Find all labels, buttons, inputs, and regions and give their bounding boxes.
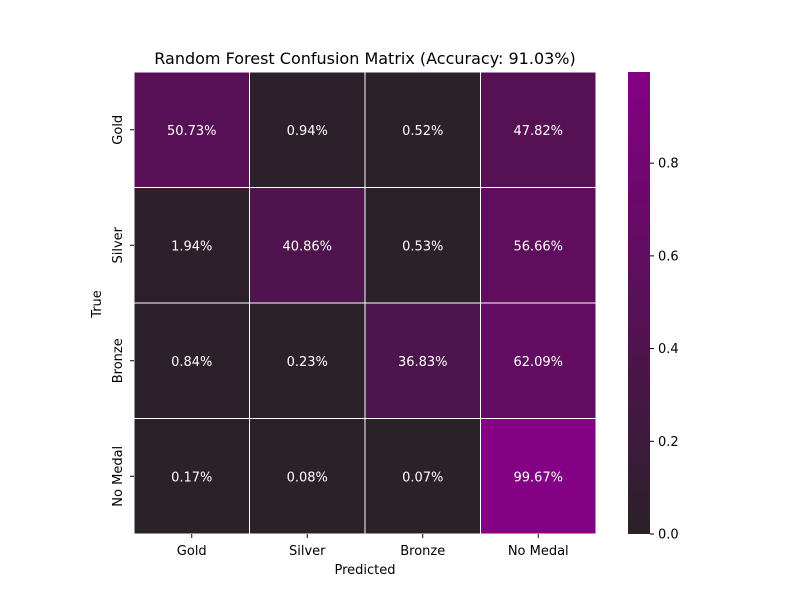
heatmap-cell	[364, 71, 481, 188]
cell-value-label: 0.53%	[402, 239, 443, 254]
heatmap-cell	[249, 71, 366, 188]
cell-value-label: 36.83%	[398, 355, 448, 370]
x-tick-label: Silver	[289, 544, 326, 559]
heatmap-cell	[480, 418, 597, 535]
cell-value-label: 0.84%	[171, 355, 212, 370]
x-tick-label: Gold	[177, 544, 207, 559]
heatmap-cell	[480, 71, 597, 188]
x-tick-label: No Medal	[508, 544, 569, 559]
heatmap-cell	[133, 71, 250, 188]
heatmap-cell	[249, 187, 366, 304]
cell-value-label: 99.67%	[513, 470, 563, 485]
chart-title: Random Forest Confusion Matrix (Accuracy…	[154, 49, 576, 68]
x-tick-label: Bronze	[400, 544, 445, 559]
colorbar-tick-label: 0.6	[658, 249, 679, 264]
heatmap-cell	[249, 302, 366, 419]
colorbar-tick-label: 0.2	[658, 435, 679, 450]
y-tick-label: No Medal	[111, 446, 126, 507]
y-axis-label: True	[90, 290, 105, 319]
y-axis: Gold Silver Bronze No Medal	[111, 115, 134, 507]
cell-value-label: 62.09%	[513, 355, 563, 370]
heatmap-cell	[133, 187, 250, 304]
cell-value-label: 0.94%	[287, 124, 328, 139]
cell-value-label: 56.66%	[513, 239, 563, 254]
cell-value-label: 0.23%	[287, 355, 328, 370]
heatmap-cell	[480, 302, 597, 419]
cell-value-label: 40.86%	[282, 239, 332, 254]
cell-value-label: 50.73%	[167, 124, 217, 139]
heatmap-cell	[364, 418, 481, 535]
heatmap-cell	[133, 418, 250, 535]
cell-value-label: 0.07%	[402, 470, 443, 485]
cell-value-label: 47.82%	[513, 124, 563, 139]
heatmap-cells: 50.73% 0.94% 0.52% 47.82% 1.94% 40.86% 0.53% 56…	[133, 71, 597, 535]
cell-value-label: 0.52%	[402, 124, 443, 139]
y-tick-label: Bronze	[111, 338, 126, 383]
colorbar: 0.0 0.2 0.4 0.6 0.8	[628, 72, 679, 543]
heatmap-cell	[249, 418, 366, 535]
y-tick-label: Silver	[111, 226, 126, 263]
colorbar-gradient	[628, 72, 650, 534]
y-tick-label: Gold	[111, 115, 126, 145]
x-axis: Gold Silver Bronze No Medal	[177, 534, 569, 559]
x-axis-label: Predicted	[334, 563, 395, 578]
colorbar-tick-label: 0.4	[658, 342, 679, 357]
cell-value-label: 0.08%	[287, 470, 328, 485]
heatmap-cell	[480, 187, 597, 304]
colorbar-tick-label: 0.8	[658, 157, 679, 172]
cell-value-label: 1.94%	[171, 239, 212, 254]
cell-value-label: 0.17%	[171, 470, 212, 485]
colorbar-tick-label: 0.0	[658, 528, 679, 543]
